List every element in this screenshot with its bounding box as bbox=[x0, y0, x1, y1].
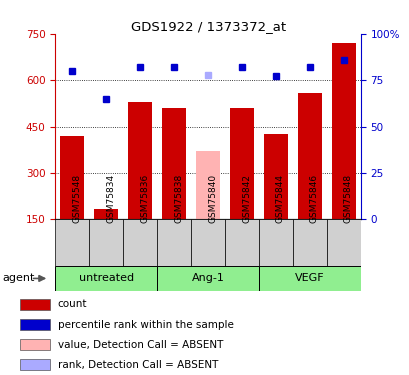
Text: GSM75844: GSM75844 bbox=[275, 174, 284, 223]
Text: agent: agent bbox=[2, 273, 34, 284]
Text: value, Detection Call = ABSENT: value, Detection Call = ABSENT bbox=[58, 340, 222, 350]
Bar bbox=[55, 219, 89, 266]
Bar bbox=[258, 266, 360, 291]
Bar bbox=[60, 136, 84, 219]
Bar bbox=[128, 102, 152, 219]
Bar bbox=[55, 266, 157, 291]
Text: GSM75834: GSM75834 bbox=[106, 174, 115, 223]
Bar bbox=[196, 152, 219, 219]
Bar bbox=[225, 219, 258, 266]
Text: GSM75840: GSM75840 bbox=[207, 174, 216, 223]
Bar bbox=[94, 209, 118, 219]
Title: GDS1922 / 1373372_at: GDS1922 / 1373372_at bbox=[130, 20, 285, 33]
Bar bbox=[20, 339, 49, 350]
Bar bbox=[229, 108, 253, 219]
Bar bbox=[191, 219, 225, 266]
Bar bbox=[263, 134, 287, 219]
Bar bbox=[157, 219, 191, 266]
Bar bbox=[20, 299, 49, 310]
Bar bbox=[162, 108, 186, 219]
Bar bbox=[292, 219, 326, 266]
Text: GSM75842: GSM75842 bbox=[241, 174, 250, 223]
Bar bbox=[20, 319, 49, 330]
Bar bbox=[20, 359, 49, 370]
Text: GSM75846: GSM75846 bbox=[309, 174, 318, 223]
Bar bbox=[123, 219, 157, 266]
Text: GSM75836: GSM75836 bbox=[140, 174, 149, 223]
Text: GSM75848: GSM75848 bbox=[343, 174, 352, 223]
Bar bbox=[89, 219, 123, 266]
Text: rank, Detection Call = ABSENT: rank, Detection Call = ABSENT bbox=[58, 360, 218, 370]
Text: count: count bbox=[58, 300, 87, 309]
Text: GSM75548: GSM75548 bbox=[72, 174, 81, 223]
Bar bbox=[331, 43, 355, 219]
Text: VEGF: VEGF bbox=[294, 273, 324, 284]
Text: untreated: untreated bbox=[79, 273, 133, 284]
Text: GSM75838: GSM75838 bbox=[174, 174, 183, 223]
Bar bbox=[157, 266, 258, 291]
Bar bbox=[326, 219, 360, 266]
Bar bbox=[297, 93, 321, 219]
Text: Ang-1: Ang-1 bbox=[191, 273, 224, 284]
Text: percentile rank within the sample: percentile rank within the sample bbox=[58, 320, 233, 330]
Bar bbox=[258, 219, 292, 266]
